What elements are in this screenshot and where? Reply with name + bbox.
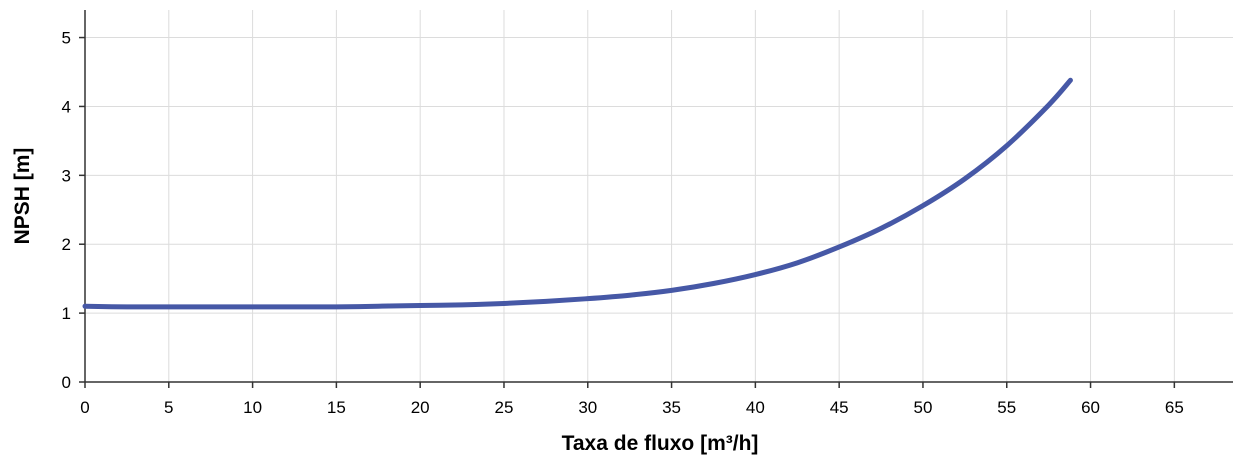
x-tick-label: 45 — [830, 398, 849, 417]
x-tick-label: 40 — [746, 398, 765, 417]
npsh-curve-series-0 — [82, 77, 1073, 310]
x-tick-label: 35 — [662, 398, 681, 417]
y-tick-label: 5 — [62, 29, 71, 48]
x-tick-label: 25 — [495, 398, 514, 417]
series-group — [82, 77, 1073, 310]
y-tick-label: 0 — [62, 373, 71, 392]
x-axis-ticks: 0 5 10 15 20 25 30 35 40 45 50 55 60 65 — [80, 382, 1184, 417]
x-tick-label: 65 — [1165, 398, 1184, 417]
y-tick-label: 4 — [62, 97, 71, 116]
y-axis-ticks: 0 1 2 3 4 5 — [62, 29, 85, 392]
axes — [84, 10, 1233, 383]
grid-lines — [85, 10, 1233, 382]
x-tick-label: 15 — [327, 398, 346, 417]
x-tick-label: 0 — [80, 398, 89, 417]
x-tick-label: 30 — [578, 398, 597, 417]
x-tick-label: 55 — [997, 398, 1016, 417]
x-axis-title: Taxa de fluxo [m³/h] — [562, 432, 759, 455]
x-tick-label: 60 — [1081, 398, 1100, 417]
x-tick-label: 20 — [411, 398, 430, 417]
y-tick-label: 3 — [62, 166, 71, 185]
x-tick-label: 50 — [913, 398, 932, 417]
y-axis-title: NPSH [m] — [11, 148, 34, 245]
y-tick-label: 1 — [62, 304, 71, 323]
x-tick-label: 10 — [243, 398, 262, 417]
y-tick-label: 2 — [62, 235, 71, 254]
x-tick-label: 5 — [164, 398, 173, 417]
